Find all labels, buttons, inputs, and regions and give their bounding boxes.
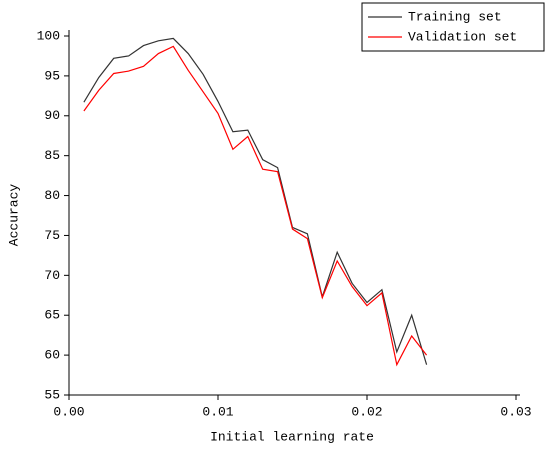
legend-label: Training set (408, 9, 502, 24)
y-tick-label: 65 (44, 308, 60, 323)
y-tick-label: 80 (44, 188, 60, 203)
y-tick-label: 60 (44, 348, 60, 363)
legend-label: Validation set (408, 29, 517, 44)
y-tick-label: 70 (44, 268, 60, 283)
x-tick-label: 0.02 (351, 404, 382, 419)
x-axis-label: Initial learning rate (210, 429, 374, 444)
y-tick-label: 95 (44, 68, 60, 83)
y-axis-label: Accuracy (6, 184, 21, 247)
y-tick-label: 75 (44, 228, 60, 243)
x-tick-label: 0.03 (500, 404, 531, 419)
legend-box (361, 2, 545, 52)
y-tick-label: 85 (44, 148, 60, 163)
y-tick-label: 90 (44, 108, 60, 123)
series-line (83, 45, 428, 367)
y-tick-label: 100 (37, 28, 60, 43)
series-line (83, 37, 428, 365)
x-tick-label: 0.00 (53, 404, 84, 419)
y-tick-label: 55 (44, 387, 60, 402)
x-tick-label: 0.01 (202, 404, 233, 419)
